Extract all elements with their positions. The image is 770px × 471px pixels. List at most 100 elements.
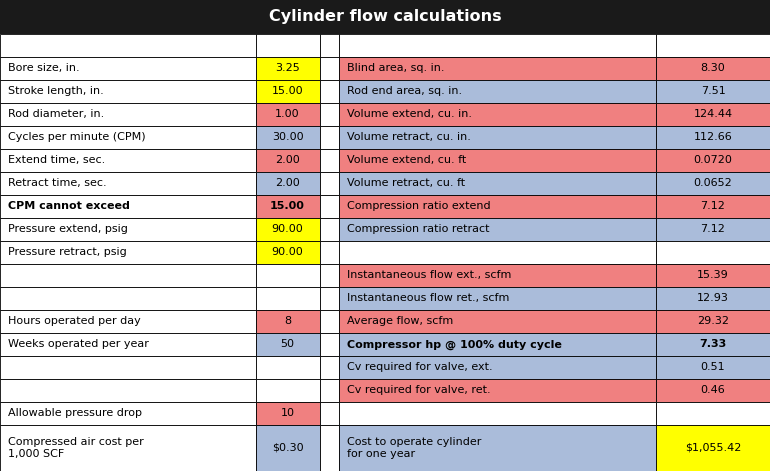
Text: 8: 8 — [284, 317, 291, 326]
Text: 0.0720: 0.0720 — [694, 155, 732, 165]
Bar — [656, 149, 770, 172]
Bar — [0, 333, 256, 356]
Text: 15.00: 15.00 — [270, 202, 305, 211]
Bar — [656, 310, 770, 333]
Text: Blind area, sq. in.: Blind area, sq. in. — [346, 64, 444, 73]
Bar — [0, 264, 256, 287]
Bar — [256, 402, 320, 425]
Bar — [0, 241, 256, 264]
Bar — [0, 287, 256, 310]
Bar — [0, 80, 256, 103]
Text: Pressure extend, psig: Pressure extend, psig — [8, 225, 128, 235]
Text: 2.00: 2.00 — [275, 179, 300, 188]
Bar — [0, 34, 256, 57]
Text: 15.00: 15.00 — [272, 86, 303, 97]
Text: 90.00: 90.00 — [272, 247, 303, 258]
Text: CPM cannot exceed: CPM cannot exceed — [8, 202, 130, 211]
Text: Volume retract, cu. ft: Volume retract, cu. ft — [346, 179, 465, 188]
Bar — [339, 126, 656, 149]
Text: Instantaneous flow ret., scfm: Instantaneous flow ret., scfm — [346, 293, 509, 303]
Bar — [256, 126, 320, 149]
Bar — [339, 425, 656, 471]
Bar — [320, 264, 339, 287]
Bar — [339, 80, 656, 103]
Bar — [0, 356, 256, 379]
Bar — [256, 241, 320, 264]
Text: Hours operated per day: Hours operated per day — [8, 317, 141, 326]
Text: Compressor hp @ 100% duty cycle: Compressor hp @ 100% duty cycle — [346, 339, 561, 349]
Bar — [320, 149, 339, 172]
Bar — [320, 34, 339, 57]
Bar — [320, 172, 339, 195]
Bar — [320, 333, 339, 356]
Bar — [0, 402, 256, 425]
Text: Retract time, sec.: Retract time, sec. — [8, 179, 106, 188]
Bar — [256, 425, 320, 471]
Bar — [256, 264, 320, 287]
Bar — [0, 218, 256, 241]
Text: Stroke length, in.: Stroke length, in. — [8, 86, 104, 97]
Bar — [256, 172, 320, 195]
Text: 12.93: 12.93 — [697, 293, 729, 303]
Text: Volume extend, cu. ft: Volume extend, cu. ft — [346, 155, 466, 165]
Text: Cylinder flow calculations: Cylinder flow calculations — [269, 9, 501, 24]
Bar — [656, 287, 770, 310]
Bar — [256, 310, 320, 333]
Text: 0.0652: 0.0652 — [694, 179, 732, 188]
Text: 0.46: 0.46 — [701, 385, 725, 396]
Bar — [656, 356, 770, 379]
Bar — [320, 103, 339, 126]
Bar — [0, 149, 256, 172]
Text: Rod diameter, in.: Rod diameter, in. — [8, 109, 104, 120]
Bar — [656, 218, 770, 241]
Bar — [256, 103, 320, 126]
Bar — [656, 402, 770, 425]
Bar — [320, 402, 339, 425]
Text: Extend time, sec.: Extend time, sec. — [8, 155, 105, 165]
Text: 90.00: 90.00 — [272, 225, 303, 235]
Text: Instantaneous flow ext., scfm: Instantaneous flow ext., scfm — [346, 270, 511, 280]
Bar — [339, 218, 656, 241]
Text: 29.32: 29.32 — [697, 317, 729, 326]
Bar — [339, 402, 656, 425]
Text: Rod end area, sq. in.: Rod end area, sq. in. — [346, 86, 462, 97]
Text: 3.25: 3.25 — [275, 64, 300, 73]
Bar — [320, 379, 339, 402]
Bar — [0, 425, 256, 471]
Bar — [0, 195, 256, 218]
Text: 8.30: 8.30 — [701, 64, 725, 73]
Bar — [320, 241, 339, 264]
Bar — [656, 34, 770, 57]
Bar — [656, 195, 770, 218]
Bar — [256, 80, 320, 103]
Text: Cv required for valve, ret.: Cv required for valve, ret. — [346, 385, 490, 396]
Bar — [339, 264, 656, 287]
Bar — [656, 241, 770, 264]
Bar — [256, 333, 320, 356]
Bar — [0, 57, 256, 80]
Bar — [0, 126, 256, 149]
Text: Average flow, scfm: Average flow, scfm — [346, 317, 453, 326]
Text: 7.12: 7.12 — [701, 225, 725, 235]
Bar — [0, 379, 256, 402]
Bar — [320, 57, 339, 80]
Bar — [656, 333, 770, 356]
Text: Compression ratio extend: Compression ratio extend — [346, 202, 490, 211]
Bar — [339, 356, 656, 379]
Text: Cv required for valve, ext.: Cv required for valve, ext. — [346, 363, 493, 373]
Bar — [339, 103, 656, 126]
Text: 2.00: 2.00 — [275, 155, 300, 165]
Bar — [339, 379, 656, 402]
Text: 7.33: 7.33 — [699, 340, 727, 349]
Text: 112.66: 112.66 — [694, 132, 732, 142]
Bar — [320, 126, 339, 149]
Text: $1,055.42: $1,055.42 — [685, 443, 742, 453]
Bar — [256, 34, 320, 57]
Bar — [656, 379, 770, 402]
Text: Volume retract, cu. in.: Volume retract, cu. in. — [346, 132, 470, 142]
Bar — [339, 195, 656, 218]
Text: Bore size, in.: Bore size, in. — [8, 64, 79, 73]
Text: $0.30: $0.30 — [272, 443, 303, 453]
Bar — [256, 149, 320, 172]
Bar — [656, 264, 770, 287]
